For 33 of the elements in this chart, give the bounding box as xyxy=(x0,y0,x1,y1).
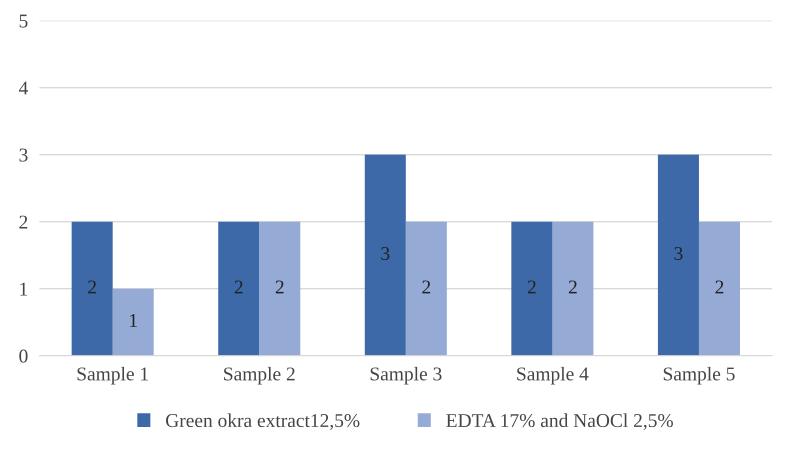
bar xyxy=(218,222,260,356)
data-label: 2 xyxy=(568,280,577,294)
data-label: 3 xyxy=(674,247,683,260)
y-tick-label: 5 xyxy=(20,14,28,28)
bar xyxy=(658,154,699,356)
data-label: 2 xyxy=(276,280,284,294)
data-label: 2 xyxy=(528,280,536,294)
data-label: 2 xyxy=(715,280,724,294)
bar xyxy=(406,222,447,356)
bar xyxy=(552,222,594,356)
data-label: 2 xyxy=(88,280,96,294)
y-tick-label: 1 xyxy=(20,282,28,296)
y-tick-label: 0 xyxy=(19,350,28,363)
legend-label: EDTA 17% and NaOCl 2,5% xyxy=(446,413,673,430)
bar xyxy=(698,222,740,356)
bar xyxy=(259,222,300,356)
y-tick-label: 2 xyxy=(19,216,28,228)
y-tick-label: 3 xyxy=(19,148,28,162)
bar xyxy=(364,154,406,356)
x-tick-label: Sample 4 xyxy=(517,366,589,384)
x-tick-label: Sample 3 xyxy=(370,366,442,384)
y-tick-label: 4 xyxy=(18,82,28,94)
x-tick-label: Sample 2 xyxy=(224,366,295,384)
x-tick-label: Sample 1 xyxy=(78,366,148,384)
legend-label: Green okra extract12,5% xyxy=(166,413,360,430)
bar xyxy=(511,222,552,356)
bar xyxy=(112,288,154,356)
x-tick-label: Sample 5 xyxy=(664,366,735,384)
data-label: 3 xyxy=(381,247,390,260)
data-label: 2 xyxy=(234,280,243,294)
bar xyxy=(72,222,113,356)
data-label: 1 xyxy=(130,314,137,327)
data-label: 2 xyxy=(422,280,430,294)
